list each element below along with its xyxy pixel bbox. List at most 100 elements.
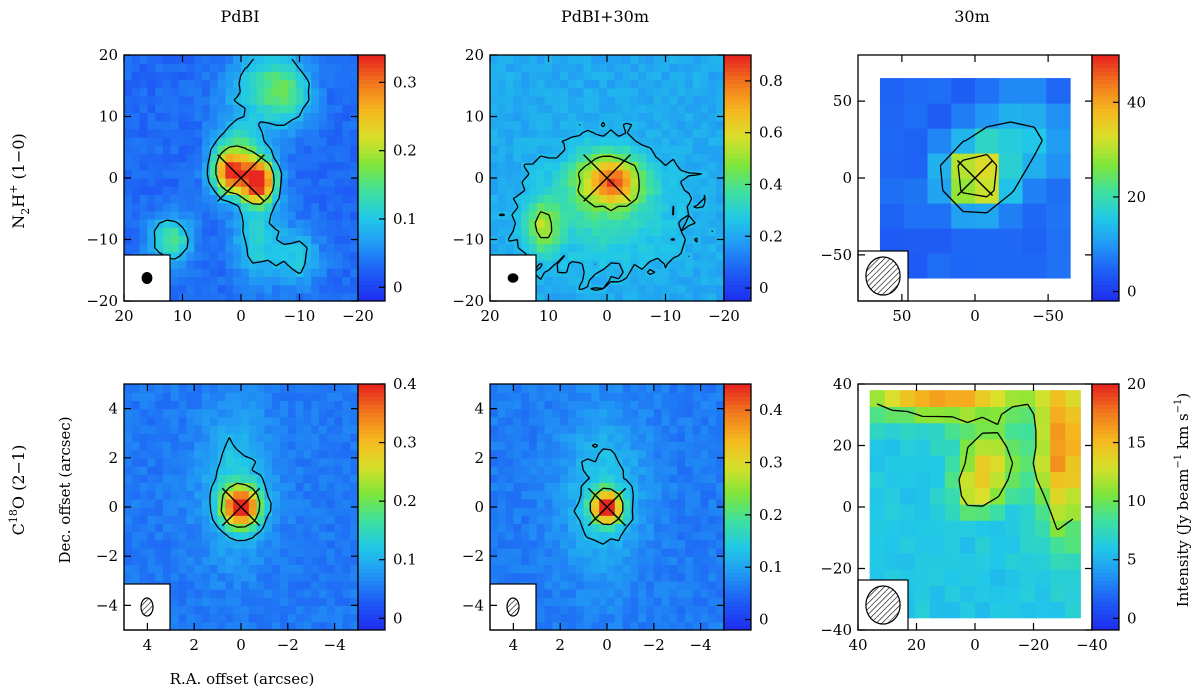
heatmap-cell [677, 384, 686, 393]
heatmap-cell [716, 284, 725, 294]
heatmap-cell [163, 169, 172, 179]
heatmap-cell [599, 186, 608, 195]
heatmap-cell [139, 243, 148, 253]
heatmap-cell [264, 408, 273, 418]
heatmap-cell [630, 71, 639, 81]
heatmap-cell [319, 498, 328, 508]
heatmap-cell [217, 523, 226, 533]
heatmap-cell [708, 466, 717, 475]
heatmap-cell [716, 202, 725, 212]
heatmap-cell [544, 219, 553, 228]
colorbar-step [358, 597, 385, 602]
colorbar-step [1092, 169, 1119, 175]
heatmap-cell [272, 474, 281, 483]
heatmap-cell [163, 498, 172, 508]
heatmap-cell [225, 572, 234, 582]
heatmap-cell [653, 597, 663, 606]
heatmap-cell [583, 251, 592, 261]
heatmap-cell [287, 605, 297, 615]
heatmap-cell [583, 112, 592, 122]
heatmap-cell [622, 498, 631, 508]
heatmap-cell [233, 466, 242, 475]
heatmap-cell [248, 260, 258, 269]
heatmap-cell [139, 515, 148, 524]
heatmap-cell [591, 400, 600, 410]
colorbar-step [358, 137, 385, 142]
heatmap-cell [280, 433, 289, 442]
heatmap-cell [225, 145, 234, 154]
heatmap-cell [607, 251, 616, 261]
heatmap-cell [685, 605, 694, 615]
heatmap-cell [303, 87, 312, 97]
heatmap-cell [264, 153, 273, 163]
heatmap-cell [685, 474, 694, 483]
colorbar-step [1092, 416, 1119, 422]
heatmap-cell [295, 104, 304, 113]
heatmap-cell [186, 112, 195, 122]
heatmap-cell [287, 79, 297, 89]
contour-level [498, 121, 714, 291]
colorbar-step [724, 515, 751, 520]
heatmap-cell [233, 260, 242, 269]
heatmap-cell [225, 87, 234, 97]
heatmap-cell [653, 243, 663, 253]
heatmap-cell [350, 276, 359, 286]
heatmap-cell [653, 87, 663, 97]
heatmap-cell [630, 515, 639, 524]
heatmap-cell [607, 260, 616, 269]
heatmap-cell [591, 227, 600, 236]
heatmap-cell [186, 120, 195, 130]
heatmap-cell [544, 474, 553, 483]
heatmap-cell [170, 63, 180, 72]
heatmap-cell [614, 605, 624, 615]
heatmap-cell [716, 87, 725, 97]
colorbar-step [724, 260, 751, 265]
heatmap-cell [521, 433, 530, 442]
heatmap-cell [124, 186, 133, 195]
colorbar-step [358, 425, 385, 430]
heatmap-cell [638, 416, 647, 426]
heatmap-cell [186, 416, 195, 426]
heatmap-cell [295, 243, 304, 253]
heatmap-cell [544, 580, 553, 590]
colorbar-step [358, 231, 385, 236]
colorbar-step [358, 63, 385, 68]
heatmap-cell [147, 515, 156, 524]
heatmap-cell [124, 120, 133, 130]
colorbar-step [358, 59, 385, 64]
colorbar-step [724, 239, 751, 245]
heatmap-cell [638, 260, 647, 269]
heatmap-cell [209, 466, 219, 475]
heatmap-cell [505, 186, 514, 195]
heatmap-cell [630, 120, 639, 130]
heatmap-cell [295, 613, 304, 623]
colorbar-step [1092, 613, 1119, 619]
colorbar-step [1092, 264, 1119, 269]
heatmap-cell [248, 457, 258, 467]
heatmap-cell [217, 621, 226, 631]
heatmap-cell [280, 161, 289, 171]
x-tick-label: 0 [970, 307, 980, 325]
heatmap-cell [700, 55, 709, 64]
heatmap-cell [536, 96, 546, 105]
heatmap-cell [319, 178, 328, 187]
heatmap-cell [163, 507, 172, 516]
heatmap-cell [155, 145, 164, 154]
heatmap-cell [295, 153, 304, 163]
heatmap-cell [272, 112, 281, 122]
heatmap-cell [248, 120, 258, 130]
heatmap-cell [178, 572, 187, 582]
heatmap-cell [975, 455, 991, 473]
heatmap-cell [599, 408, 608, 418]
heatmap-cell [646, 63, 655, 72]
heatmap-cell [622, 466, 631, 475]
heatmap-cell [202, 580, 211, 590]
heatmap-cell [692, 292, 702, 302]
heatmap-cell [147, 556, 156, 565]
heatmap-cell [653, 112, 663, 122]
heatmap-cell [708, 63, 717, 72]
heatmap-cell [669, 474, 678, 483]
heatmap-cell [334, 474, 343, 483]
heatmap-cell [186, 408, 195, 418]
heatmap-cell [186, 507, 195, 516]
